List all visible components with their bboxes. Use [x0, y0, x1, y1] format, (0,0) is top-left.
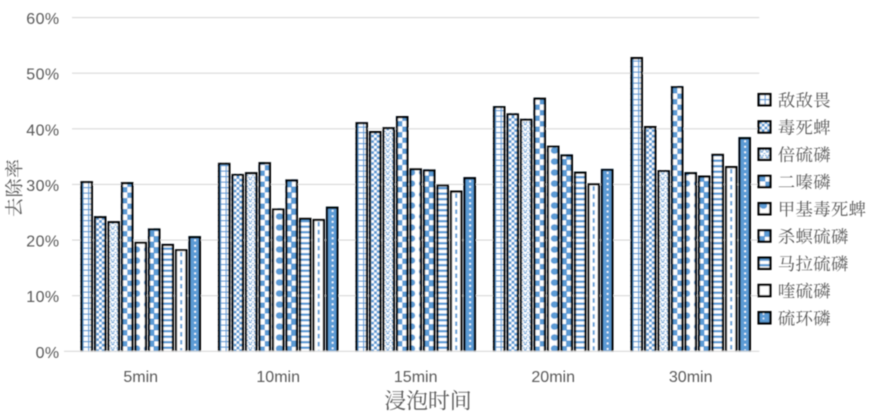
svg-text:40%: 40% [26, 122, 59, 139]
svg-text:60%: 60% [26, 11, 59, 28]
svg-text:10min: 10min [256, 369, 300, 386]
svg-text:5min: 5min [123, 369, 158, 386]
svg-text:30%: 30% [26, 178, 59, 195]
svg-text:15min: 15min [394, 369, 438, 386]
svg-text:30min: 30min [669, 369, 713, 386]
svg-text:20%: 20% [26, 234, 59, 251]
svg-text:20min: 20min [531, 369, 575, 386]
svg-text:10%: 10% [26, 289, 59, 306]
svg-text:0%: 0% [36, 345, 60, 362]
svg-text:50%: 50% [26, 67, 59, 84]
